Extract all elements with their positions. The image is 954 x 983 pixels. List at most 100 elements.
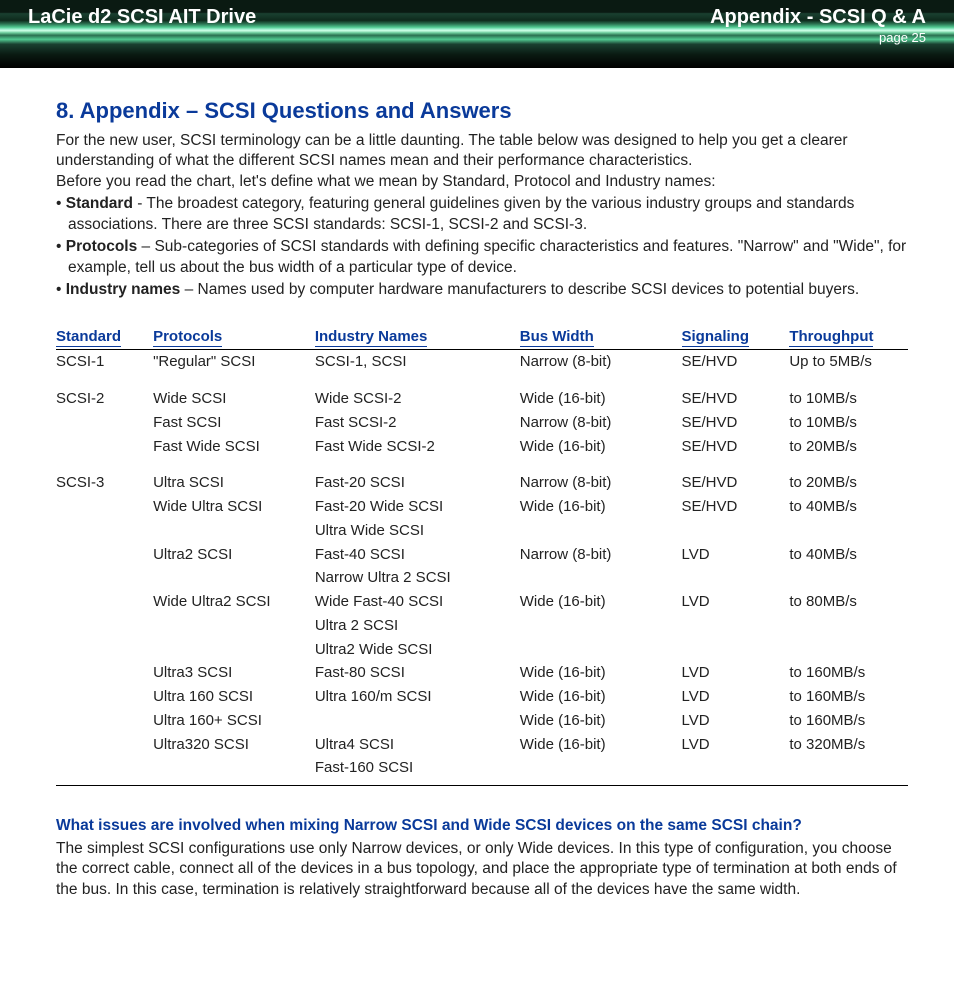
table-cell <box>520 638 682 662</box>
definition-text: - The broadest category, featuring gener… <box>68 195 854 232</box>
table-cell <box>520 519 682 543</box>
table-cell <box>682 638 790 662</box>
intro-p1: For the new user, SCSI terminology can b… <box>56 131 908 172</box>
table-cell: SCSI-1 <box>56 350 153 374</box>
section-title: Appendix - SCSI Q & A <box>710 6 926 29</box>
page-content: 8. Appendix – SCSI Questions and Answers… <box>0 68 954 928</box>
table-cell <box>789 519 908 543</box>
table-cell: to 10MB/s <box>789 411 908 435</box>
table-cell <box>56 411 153 435</box>
table-cell: SE/HVD <box>682 458 790 495</box>
table-cell: to 40MB/s <box>789 543 908 567</box>
table-cell <box>56 590 153 614</box>
table-cell <box>789 638 908 662</box>
table-cell: Wide (16-bit) <box>520 435 682 459</box>
table-cell: to 160MB/s <box>789 661 908 685</box>
table-cell <box>789 566 908 590</box>
table-cell <box>153 756 315 785</box>
qa-question: What issues are involved when mixing Nar… <box>56 816 908 836</box>
table-cell: Narrow (8-bit) <box>520 411 682 435</box>
table-row: SCSI-3Ultra SCSIFast-20 SCSINarrow (8-bi… <box>56 458 908 495</box>
table-cell: Ultra Wide SCSI <box>315 519 520 543</box>
page-number: page 25 <box>710 30 926 45</box>
header-right: Appendix - SCSI Q & A page 25 <box>710 6 926 45</box>
table-cell: Fast-160 SCSI <box>315 756 520 785</box>
table-cell: Fast-20 Wide SCSI <box>315 495 520 519</box>
table-cell <box>56 756 153 785</box>
table-row: Ultra2 Wide SCSI <box>56 638 908 662</box>
table-cell <box>789 614 908 638</box>
table-cell: Narrow (8-bit) <box>520 543 682 567</box>
table-cell: LVD <box>682 661 790 685</box>
table-cell: Wide (16-bit) <box>520 661 682 685</box>
table-cell: Fast Wide SCSI <box>153 435 315 459</box>
table-cell: Wide (16-bit) <box>520 733 682 757</box>
table-cell: Ultra2 SCSI <box>153 543 315 567</box>
definitions-list: • Standard - The broadest category, feat… <box>56 194 908 300</box>
table-cell <box>56 614 153 638</box>
table-cell: Wide (16-bit) <box>520 685 682 709</box>
table-cell: LVD <box>682 733 790 757</box>
table-cell: Narrow (8-bit) <box>520 458 682 495</box>
table-cell: to 20MB/s <box>789 458 908 495</box>
table-cell: Fast SCSI <box>153 411 315 435</box>
table-cell: to 40MB/s <box>789 495 908 519</box>
intro-p2: Before you read the chart, let's define … <box>56 172 908 192</box>
product-title: LaCie d2 SCSI AIT Drive <box>28 6 256 29</box>
table-cell: to 160MB/s <box>789 709 908 733</box>
table-header: Protocols <box>153 325 315 350</box>
definition-item: • Standard - The broadest category, feat… <box>56 194 908 235</box>
table-cell: LVD <box>682 590 790 614</box>
table-row: Fast Wide SCSIFast Wide SCSI-2Wide (16-b… <box>56 435 908 459</box>
table-cell: Fast-20 SCSI <box>315 458 520 495</box>
table-cell <box>520 756 682 785</box>
table-cell: SE/HVD <box>682 495 790 519</box>
table-cell <box>56 638 153 662</box>
table-cell: to 80MB/s <box>789 590 908 614</box>
appendix-heading: 8. Appendix – SCSI Questions and Answers <box>56 96 908 125</box>
table-cell: Wide Fast-40 SCSI <box>315 590 520 614</box>
table-cell: Ultra 160 SCSI <box>153 685 315 709</box>
table-cell: Wide Ultra SCSI <box>153 495 315 519</box>
table-header: Bus Width <box>520 325 682 350</box>
table-cell: Wide Ultra2 SCSI <box>153 590 315 614</box>
table-cell <box>315 709 520 733</box>
table-cell <box>56 435 153 459</box>
qa-block: What issues are involved when mixing Nar… <box>56 816 908 900</box>
table-cell: Ultra2 Wide SCSI <box>315 638 520 662</box>
definition-label: Protocols <box>66 238 137 255</box>
table-cell: SE/HVD <box>682 411 790 435</box>
table-cell: SE/HVD <box>682 374 790 411</box>
table-row: Wide Ultra SCSIFast-20 Wide SCSIWide (16… <box>56 495 908 519</box>
table-cell <box>153 614 315 638</box>
table-cell <box>153 519 315 543</box>
table-cell <box>56 495 153 519</box>
table-cell: Fast SCSI-2 <box>315 411 520 435</box>
table-cell <box>153 638 315 662</box>
table-cell: LVD <box>682 709 790 733</box>
table-header: Standard <box>56 325 153 350</box>
table-cell: Wide (16-bit) <box>520 709 682 733</box>
table-cell <box>56 733 153 757</box>
table-cell <box>56 566 153 590</box>
qa-answer: The simplest SCSI configurations use onl… <box>56 839 908 900</box>
table-cell: Ultra 160+ SCSI <box>153 709 315 733</box>
table-row: Ultra 160 SCSIUltra 160/m SCSIWide (16-b… <box>56 685 908 709</box>
page-header: LaCie d2 SCSI AIT Drive Appendix - SCSI … <box>0 0 954 68</box>
table-row: Ultra3 SCSIFast-80 SCSIWide (16-bit)LVDt… <box>56 661 908 685</box>
intro-block: For the new user, SCSI terminology can b… <box>56 131 908 192</box>
table-cell: Wide (16-bit) <box>520 590 682 614</box>
definition-text: – Sub-categories of SCSI standards with … <box>68 238 906 275</box>
table-cell <box>56 543 153 567</box>
table-cell: Narrow (8-bit) <box>520 350 682 374</box>
definition-text: – Names used by computer hardware manufa… <box>180 281 859 298</box>
scsi-table: StandardProtocolsIndustry NamesBus Width… <box>56 325 908 787</box>
table-cell <box>789 756 908 785</box>
table-cell <box>520 614 682 638</box>
table-cell: to 160MB/s <box>789 685 908 709</box>
table-cell <box>56 519 153 543</box>
table-cell <box>56 661 153 685</box>
table-row: Fast-160 SCSI <box>56 756 908 785</box>
table-row: Ultra2 SCSIFast-40 SCSINarrow (8-bit)LVD… <box>56 543 908 567</box>
table-cell: Ultra SCSI <box>153 458 315 495</box>
